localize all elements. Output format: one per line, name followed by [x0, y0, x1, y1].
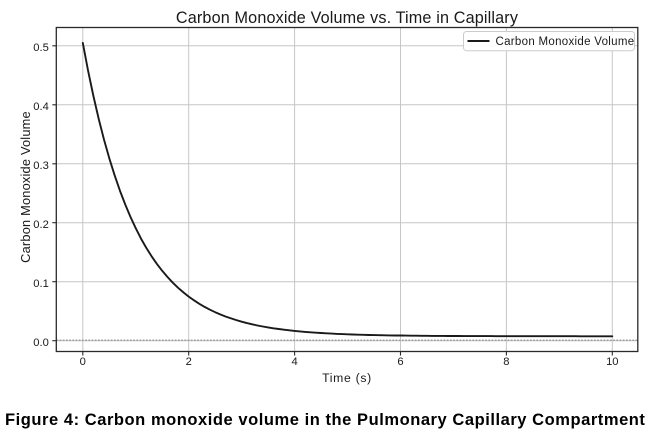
svg-text:10: 10	[606, 356, 618, 368]
svg-text:0: 0	[80, 356, 86, 368]
svg-text:Carbon Monoxide Volume vs. Tim: Carbon Monoxide Volume vs. Time in Capil…	[176, 9, 519, 27]
svg-text:0.4: 0.4	[33, 101, 49, 113]
svg-text:0.2: 0.2	[33, 219, 49, 231]
svg-text:Carbon Monoxide Volume: Carbon Monoxide Volume	[18, 111, 33, 263]
svg-text:2: 2	[186, 356, 192, 368]
svg-text:0.0: 0.0	[33, 337, 49, 349]
svg-text:8: 8	[503, 356, 509, 368]
svg-text:0.1: 0.1	[33, 278, 49, 290]
svg-text:Carbon Monoxide Volume: Carbon Monoxide Volume	[496, 36, 635, 48]
svg-text:0.3: 0.3	[33, 160, 49, 172]
svg-text:4: 4	[291, 356, 297, 368]
svg-text:6: 6	[397, 356, 403, 368]
svg-text:0.5: 0.5	[33, 42, 49, 54]
svg-text:Time (s): Time (s)	[322, 371, 372, 385]
